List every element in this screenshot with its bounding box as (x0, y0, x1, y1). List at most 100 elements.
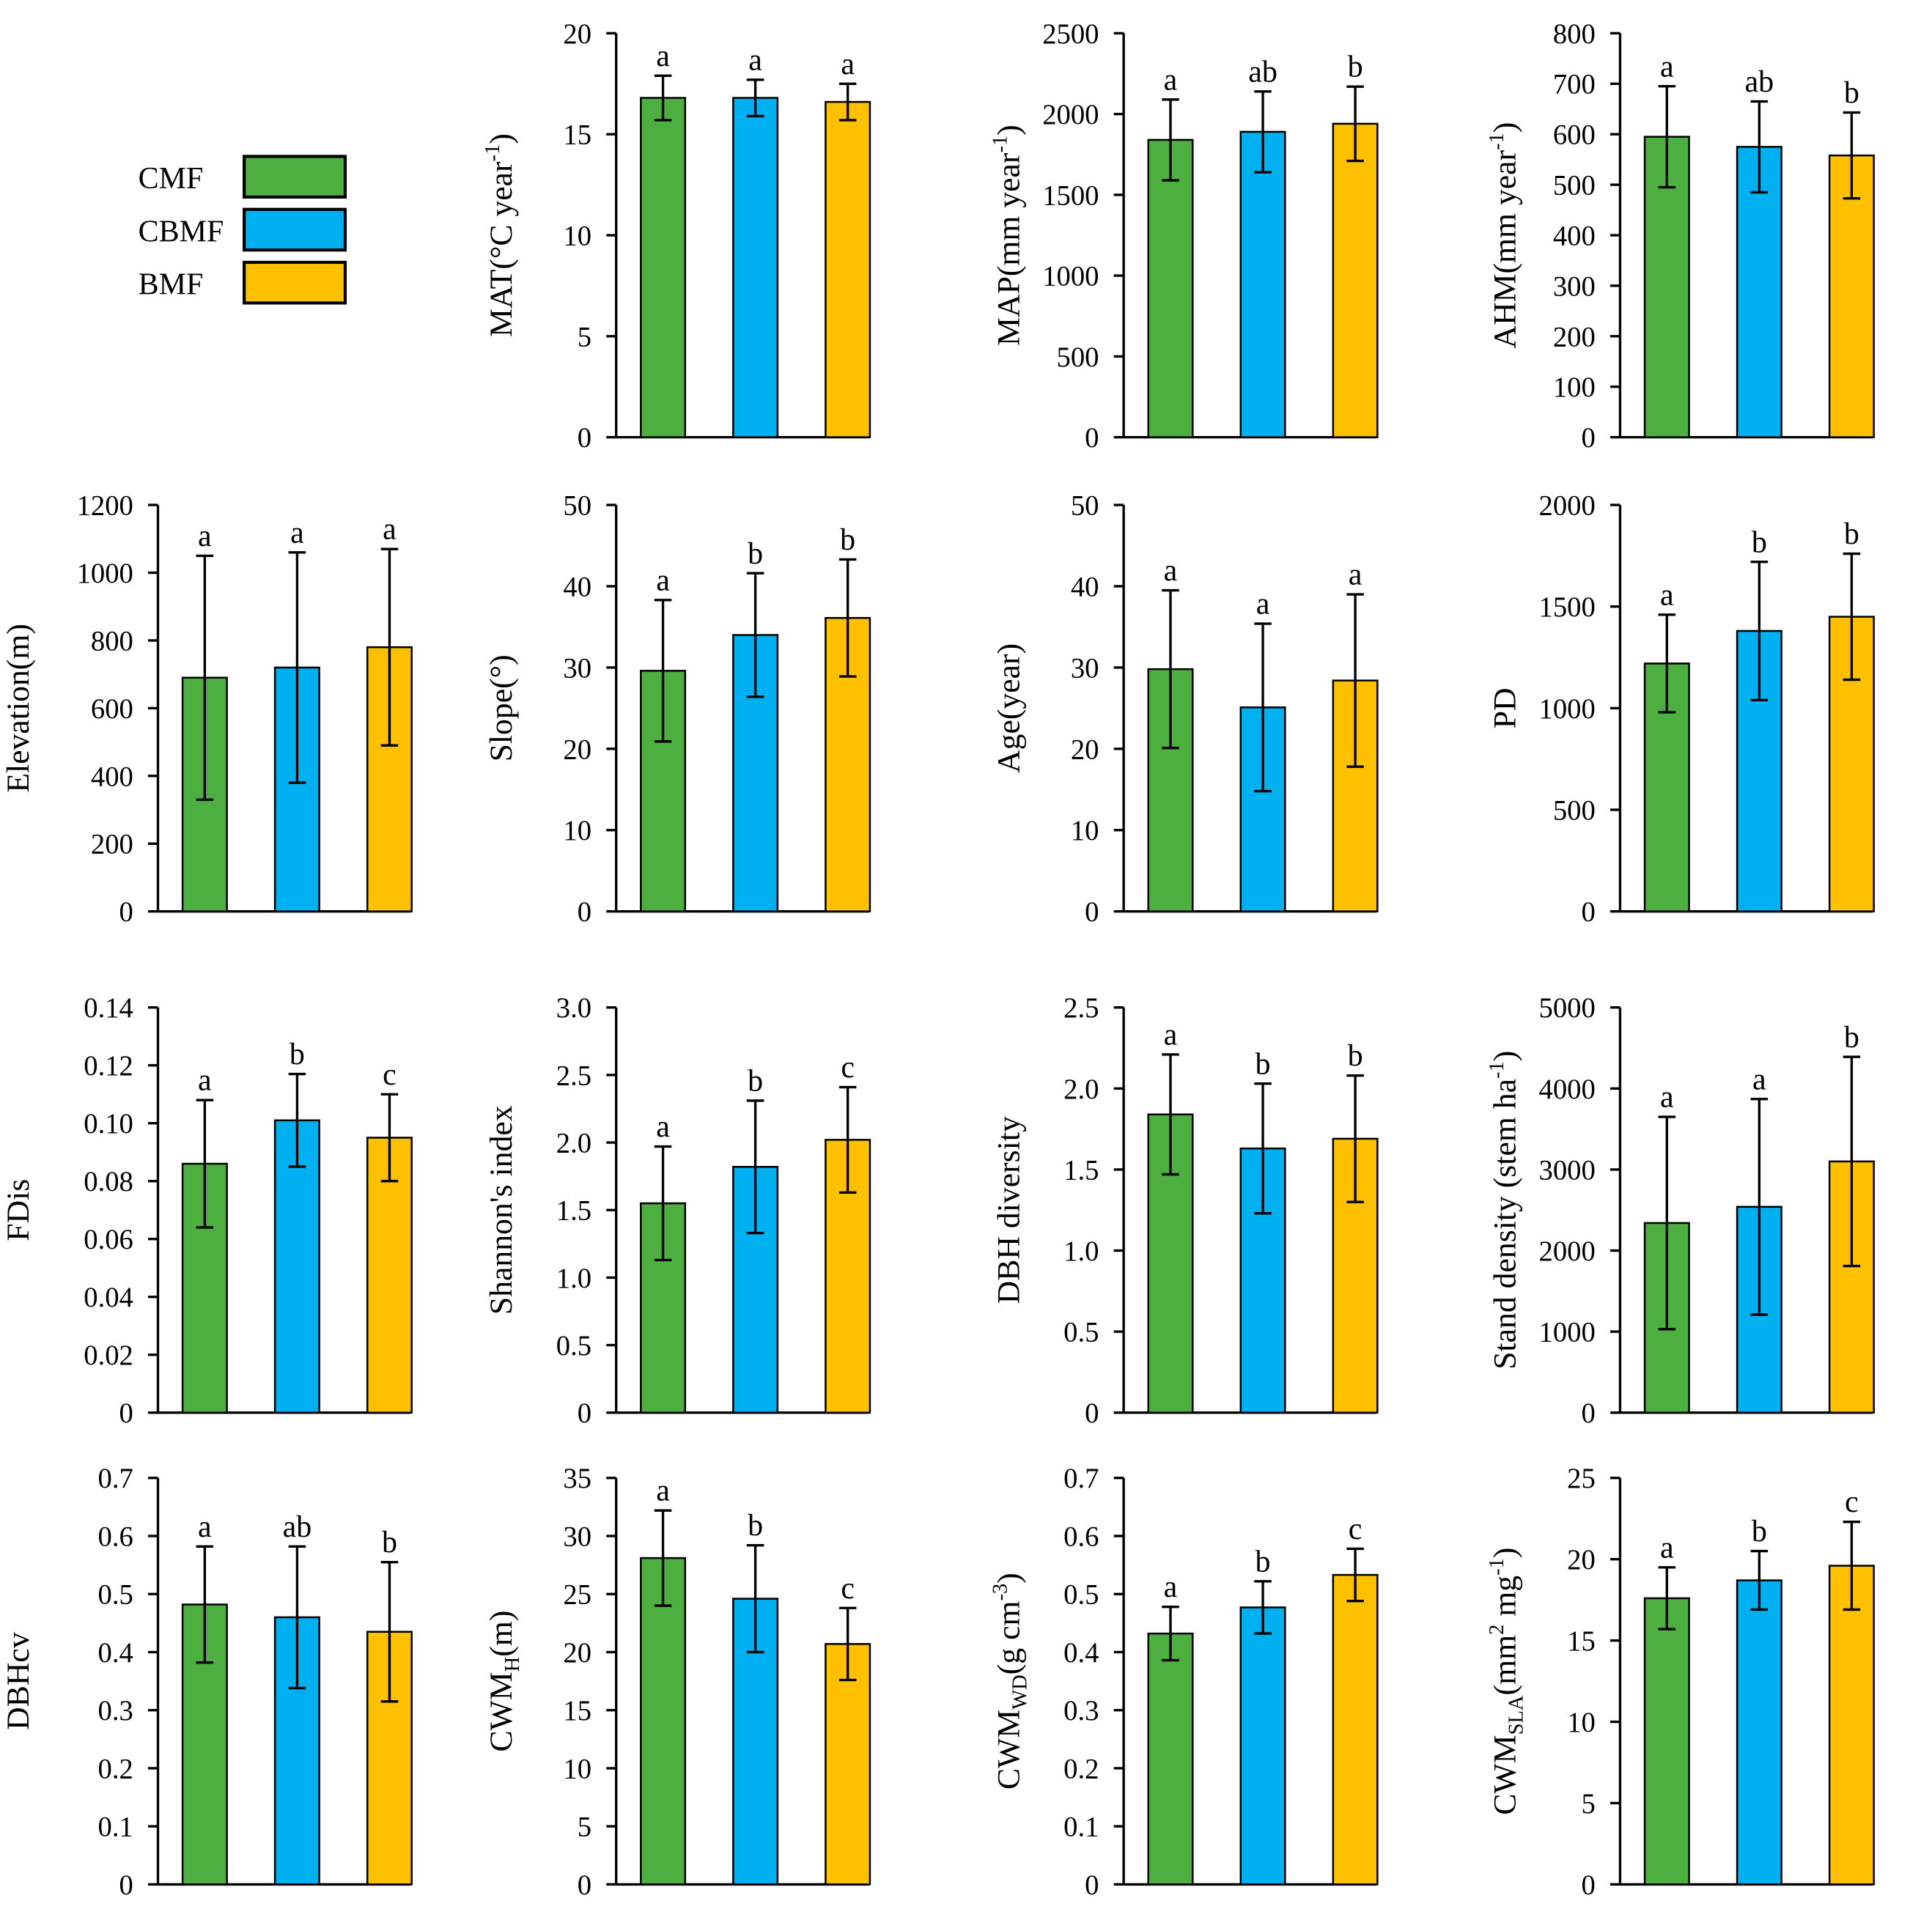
significance-letter: a (1164, 1570, 1178, 1604)
y-label-text: CWM (1488, 1735, 1523, 1814)
y-tick-label: 0 (578, 423, 591, 454)
y-label-text: ) (1488, 122, 1523, 133)
y-tick-label: 0.5 (1063, 1580, 1099, 1611)
y-tick-label: 0.6 (1063, 1521, 1099, 1552)
y-tick-label: 2.5 (1063, 993, 1099, 1024)
y-label-text: ) (1488, 1548, 1523, 1559)
y-label-text: Slope(°) (484, 654, 519, 761)
legend-label-cbmf: CBMF (139, 215, 224, 248)
y-tick-label: 0.5 (1063, 1318, 1099, 1348)
panel: 0 1000 2000 3000 4000 5000 Stand density (stem… (1486, 993, 1875, 1429)
y-tick-label: 500 (1057, 342, 1099, 373)
y-tick-label: 0.4 (98, 1638, 133, 1669)
y-tick-label: 1.0 (556, 1263, 591, 1294)
y-tick-label: 20 (563, 19, 591, 50)
y-tick-label: 40 (1071, 572, 1099, 602)
y-axis-label: CWMWD(g cm-3) (989, 1573, 1031, 1790)
bar-bmf (1828, 1565, 1875, 1886)
significance-letter: a (198, 520, 212, 553)
y-tick-label: 1000 (1539, 694, 1596, 725)
y-label-text: CWM (484, 1672, 519, 1751)
y-tick-label: 20 (563, 734, 591, 765)
y-axis-label: Elevation(m) (1, 624, 36, 793)
significance-letter: a (841, 48, 855, 81)
y-label-text: Age(year) (991, 643, 1026, 773)
y-tick-label: 2500 (1042, 19, 1099, 50)
y-label-superscript: -1 (1486, 1558, 1508, 1576)
y-tick-label: 0 (119, 1870, 133, 1901)
significance-letter: b (748, 1509, 763, 1543)
y-label-text: CWM (991, 1710, 1026, 1790)
panel: 0 0.02 0.04 0.06 0.08 0.10 0.12 0.14 FDis a b c (1, 993, 413, 1429)
bar-cbmf (1239, 1606, 1286, 1886)
bar-cbmf (1736, 146, 1782, 438)
panel: 0 5 10 15 20 25 CWMSLA(mm2 mg-1) a b c (1486, 1463, 1875, 1901)
y-tick-label: 25 (563, 1580, 591, 1611)
y-tick-label: 0 (1581, 1398, 1595, 1429)
significance-letter: a (1164, 1018, 1178, 1052)
y-label-subscript: SLA (1505, 1695, 1528, 1735)
y-tick-label: 2000 (1539, 1236, 1596, 1267)
y-tick-label: 15 (563, 120, 591, 151)
y-tick-label: 0.06 (84, 1225, 133, 1255)
y-tick-label: 25 (1567, 1463, 1596, 1494)
bar-cmf (640, 97, 687, 438)
y-tick-label: 15 (1567, 1626, 1596, 1657)
significance-letter: b (382, 1526, 397, 1559)
y-axis-label: PD (1488, 687, 1523, 728)
y-tick-label: 30 (563, 653, 591, 684)
y-tick-label: 200 (1553, 322, 1596, 352)
significance-letter: c (383, 1058, 397, 1092)
y-label-text: DBHcv (1, 1632, 36, 1730)
significance-letter: a (1660, 1081, 1674, 1115)
y-tick-label: 0 (578, 1870, 591, 1901)
y-tick-label: 1500 (1042, 180, 1099, 211)
significance-letter: a (290, 516, 304, 550)
significance-letter: b (1844, 76, 1859, 110)
panel: 0 0.1 0.2 0.3 0.4 0.5 0.6 0.7 DBHcv a ab b (1, 1463, 413, 1901)
panel: 0 200 400 600 800 1000 1200 Elevation(m) a a a (1, 491, 413, 928)
y-tick-label: 4000 (1539, 1074, 1596, 1105)
significance-letter: a (656, 564, 670, 597)
y-tick-label: 0.2 (1063, 1754, 1099, 1784)
y-tick-label: 0.7 (98, 1463, 133, 1494)
y-label-text: MAP(mm year (991, 152, 1026, 346)
y-tick-label: 0 (1085, 1870, 1099, 1901)
significance-letter: b (1256, 1545, 1271, 1578)
y-axis-label: DBHcv (1, 1632, 36, 1730)
y-tick-label: 0.14 (84, 993, 133, 1024)
y-tick-label: 50 (1071, 491, 1099, 522)
bar-cmf (640, 1557, 687, 1886)
y-tick-label: 35 (563, 1463, 591, 1494)
y-tick-label: 20 (1567, 1545, 1596, 1576)
y-tick-label: 800 (1553, 19, 1596, 50)
legend-swatch-bmf (243, 260, 347, 305)
y-tick-label: 0 (119, 1398, 133, 1429)
y-label-text: (m) (484, 1611, 519, 1657)
y-label-text: MAT(°C year (484, 161, 519, 337)
y-label-text: ) (991, 1573, 1026, 1584)
y-label-text: ) (991, 125, 1026, 136)
bar-cmf (1147, 139, 1194, 438)
y-tick-label: 0 (1581, 423, 1595, 454)
y-label-text: ) (1488, 1051, 1523, 1062)
panel: 0 0.5 1.0 1.5 2.0 2.5 3.0 Shannon's index a b c (484, 993, 871, 1429)
significance-letter: a (1752, 1063, 1766, 1096)
panel: 0 5 10 15 20 MAT(°C year-1) a a a (482, 19, 871, 454)
y-tick-label: 0.4 (1063, 1638, 1099, 1669)
significance-letter: b (1752, 525, 1767, 559)
y-tick-label: 0.3 (1063, 1696, 1099, 1727)
y-tick-label: 20 (1071, 734, 1099, 765)
significance-letter: b (1844, 1021, 1859, 1055)
significance-letter: b (748, 1064, 763, 1098)
y-tick-label: 500 (1553, 171, 1596, 202)
y-tick-label: 0.12 (84, 1051, 133, 1082)
y-tick-label: 0 (1581, 1870, 1595, 1901)
y-tick-label: 2.5 (556, 1060, 591, 1091)
y-label-text: Elevation(m) (1, 624, 36, 793)
y-tick-label: 0.02 (84, 1340, 133, 1371)
significance-letter: b (1348, 1039, 1363, 1073)
y-tick-label: 0.04 (84, 1282, 133, 1313)
significance-letter: b (1256, 1047, 1271, 1081)
significance-letter: a (1660, 50, 1674, 84)
